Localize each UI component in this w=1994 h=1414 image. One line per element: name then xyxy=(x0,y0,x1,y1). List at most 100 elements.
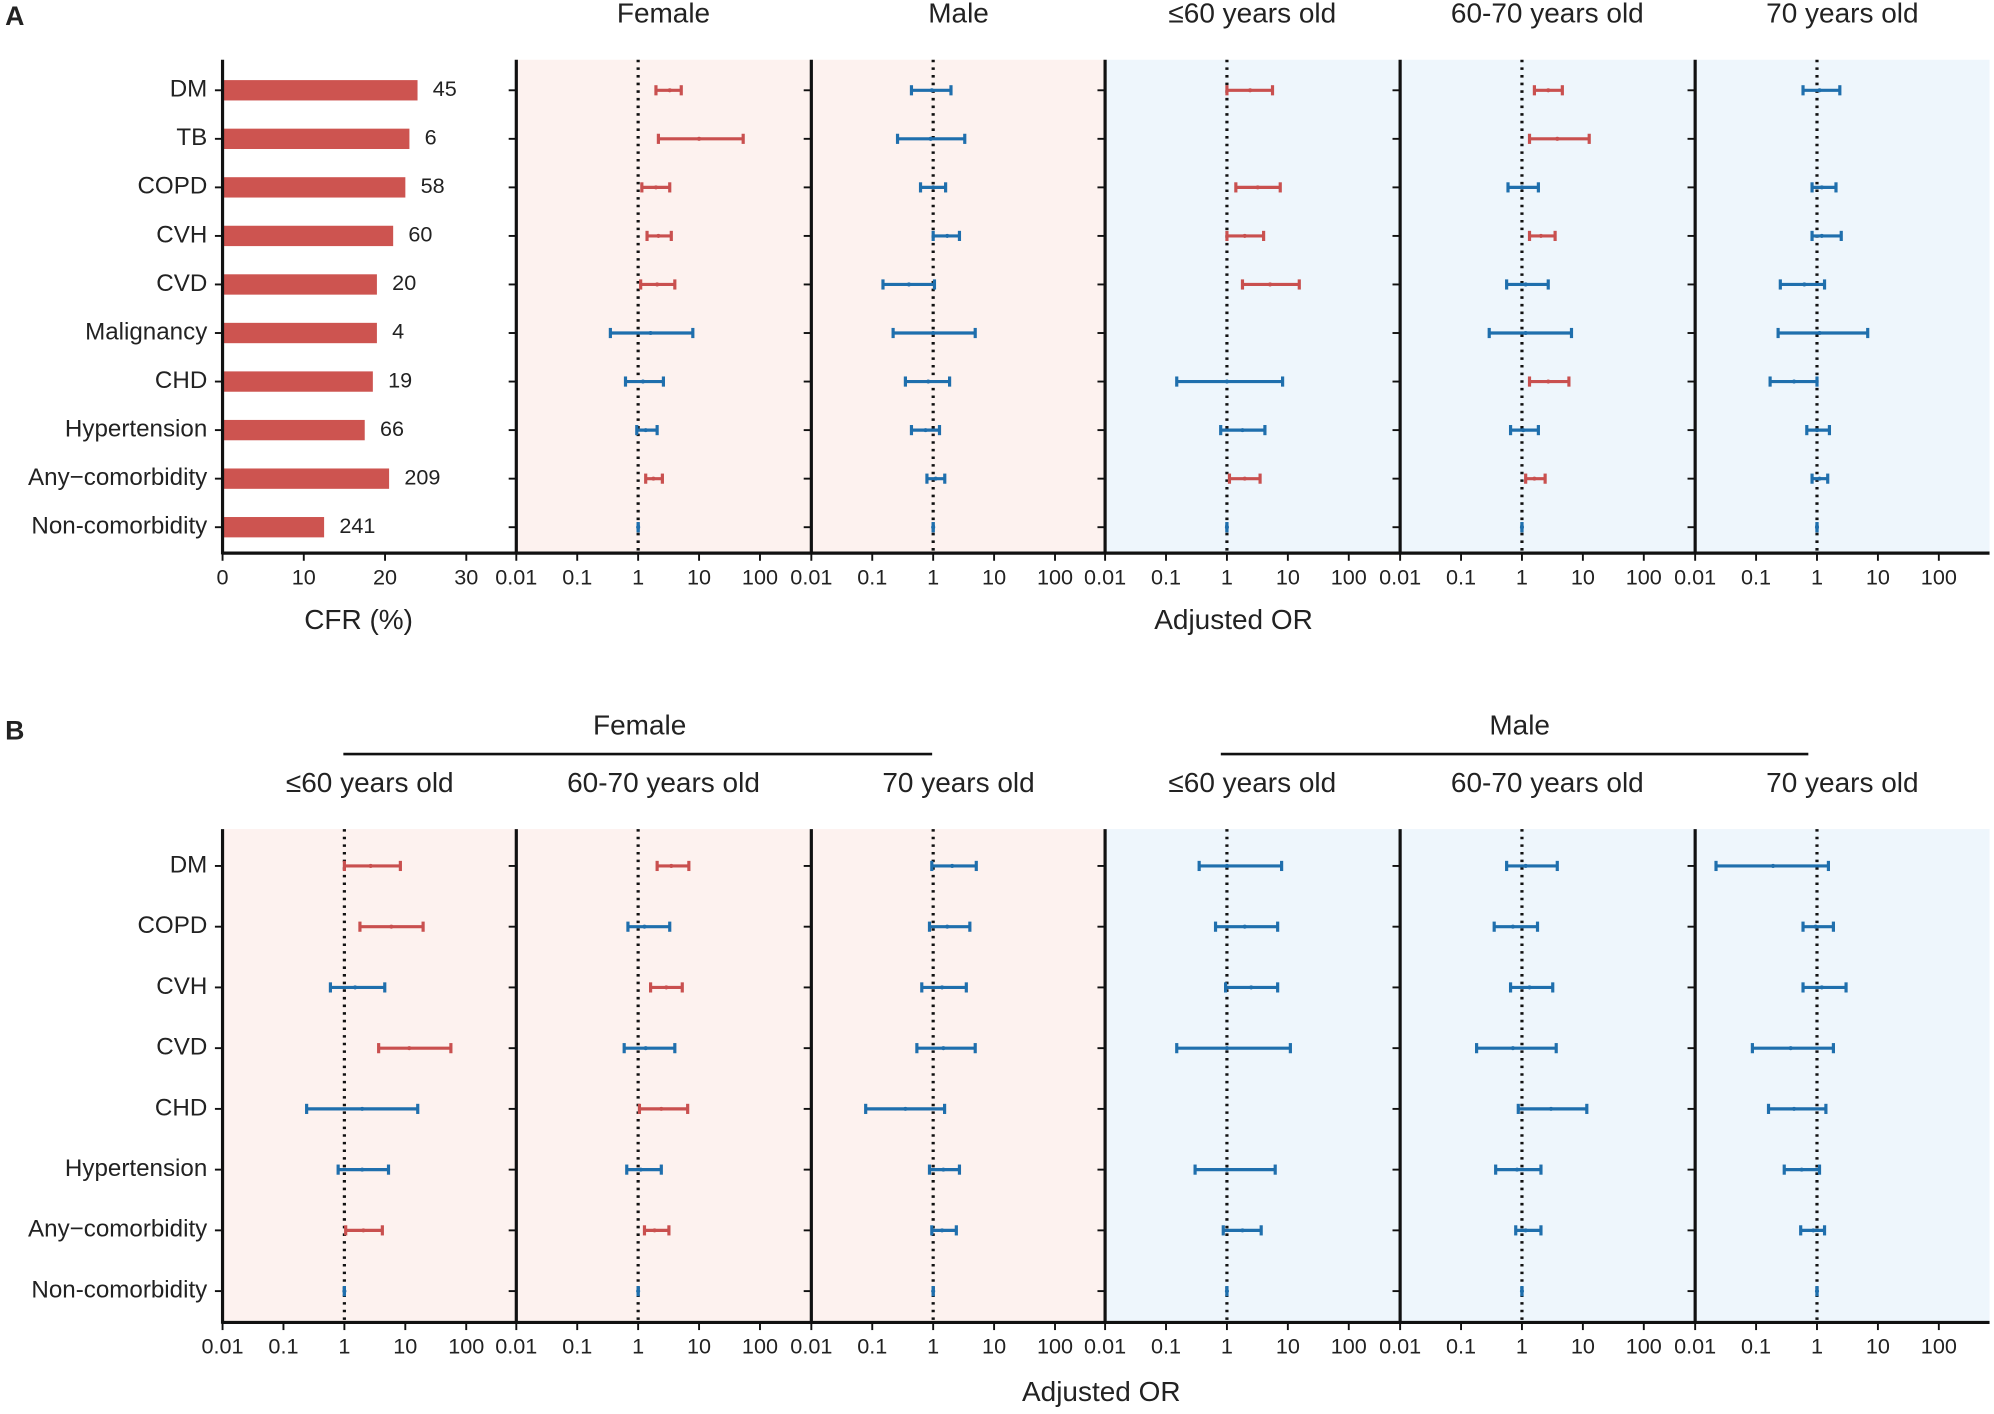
x-tick-label: 0.01 xyxy=(1379,564,1421,589)
or-point xyxy=(1240,428,1245,433)
panel-background xyxy=(1695,59,1990,554)
or-point xyxy=(407,1046,412,1051)
category-label: Hypertension xyxy=(65,415,207,442)
x-tick-label: 1 xyxy=(1221,1334,1233,1359)
category-label: COPD xyxy=(137,173,207,200)
x-tick-label: 0.1 xyxy=(857,1334,887,1359)
x-tick-label: 0.1 xyxy=(1741,564,1771,589)
or-point xyxy=(659,1106,664,1111)
x-tick-label: 0.1 xyxy=(1446,1334,1476,1359)
x-tick-label: 10 xyxy=(1866,1334,1890,1359)
panel-title: ≤60 years old xyxy=(286,767,454,798)
panel-title: 60-70 years old xyxy=(567,767,760,798)
panel-title: ≤60 years old xyxy=(1168,0,1336,29)
or-point xyxy=(648,330,653,336)
x-tick-label: 10 xyxy=(1276,564,1300,589)
category-label: Non-comorbidity xyxy=(31,513,208,540)
or-point xyxy=(1224,1289,1229,1294)
or-point xyxy=(1538,233,1543,238)
or-point xyxy=(903,1106,908,1111)
group-label: Female xyxy=(593,710,686,741)
category-label: Any−comorbidity xyxy=(28,1216,208,1243)
x-tick-label: 0.1 xyxy=(1151,564,1181,589)
or-point xyxy=(1523,282,1528,287)
x-tick-label: 10 xyxy=(1571,564,1595,589)
x-tick-label: 100 xyxy=(742,1334,778,1359)
x-tick-label: 10 xyxy=(393,1334,417,1359)
or-point xyxy=(664,985,669,990)
category-label: CHD xyxy=(155,1094,207,1121)
or-point xyxy=(656,233,661,238)
x-tick-label: 10 xyxy=(687,1334,711,1359)
bar xyxy=(222,80,418,101)
or-point xyxy=(1819,985,1824,990)
or-point xyxy=(1514,1167,1520,1172)
or-point xyxy=(1811,1228,1816,1233)
or-point xyxy=(931,1289,936,1294)
x-tick-label: 0.01 xyxy=(1379,1334,1421,1359)
or-point xyxy=(636,1289,641,1294)
bar-count-label: 209 xyxy=(404,464,440,489)
panel-background xyxy=(811,59,1106,554)
or-point xyxy=(1523,863,1528,868)
x-tick-label: 0.01 xyxy=(1674,564,1716,589)
x-axis-label: Adjusted OR xyxy=(1154,604,1313,635)
or-point xyxy=(342,1289,347,1294)
panel-background xyxy=(222,829,517,1323)
or-point xyxy=(1242,233,1247,238)
or-point xyxy=(389,924,394,929)
category-label: CVH xyxy=(156,221,207,248)
or-point xyxy=(1224,525,1229,530)
x-tick-label: 10 xyxy=(1571,1334,1595,1359)
x-tick-label: 1 xyxy=(632,564,644,589)
or-point xyxy=(353,985,358,990)
x-tick-label: 0.1 xyxy=(1741,1334,1771,1359)
x-tick-label: 0.1 xyxy=(1446,564,1476,589)
or-point xyxy=(643,1046,648,1051)
bar xyxy=(222,371,373,392)
x-tick-label: 100 xyxy=(1921,564,1957,589)
or-point xyxy=(945,233,950,238)
or-point xyxy=(1819,185,1824,190)
panel-background xyxy=(1400,59,1695,554)
x-tick-label: 10 xyxy=(687,564,711,589)
or-point xyxy=(1814,428,1820,433)
x-tick-label: 1 xyxy=(927,1334,939,1359)
panel-background xyxy=(516,829,811,1323)
panel-background xyxy=(1105,59,1400,554)
x-tick-label: 1 xyxy=(927,564,939,589)
or-point xyxy=(1555,136,1560,141)
bar-count-label: 4 xyxy=(392,319,404,344)
or-point xyxy=(1519,1289,1524,1294)
or-point xyxy=(1519,525,1524,530)
or-point xyxy=(368,863,373,868)
or-point xyxy=(669,863,674,868)
or-point xyxy=(1788,1046,1793,1051)
bar xyxy=(222,419,365,441)
or-point xyxy=(655,282,660,287)
x-tick-label: 0.01 xyxy=(202,1334,244,1359)
or-point xyxy=(1519,185,1524,190)
x-tick-label: 0.01 xyxy=(1674,1334,1716,1359)
x-tick-label: 0.01 xyxy=(790,564,832,589)
x-tick-label: 0.1 xyxy=(1151,1334,1181,1359)
x-tick-label: 1 xyxy=(1811,564,1823,589)
x-tick-label: 0.01 xyxy=(790,1334,832,1359)
panel-title: Female xyxy=(617,0,710,29)
panel-background xyxy=(1400,829,1695,1323)
x-tick-label: 30 xyxy=(454,564,478,589)
or-point xyxy=(1546,88,1551,93)
or-point xyxy=(928,136,933,141)
or-point xyxy=(1546,379,1551,384)
or-point xyxy=(1242,476,1247,481)
x-tick-label: 0.1 xyxy=(857,564,887,589)
x-tick-label: 100 xyxy=(1037,564,1073,589)
x-tick-label: 0 xyxy=(217,564,229,589)
or-point xyxy=(1224,379,1229,384)
or-point xyxy=(1548,1106,1554,1111)
x-tick-label: 10 xyxy=(982,564,1006,589)
x-tick-label: 1 xyxy=(338,1334,350,1359)
or-point xyxy=(640,379,646,384)
category-label: Hypertension xyxy=(65,1155,207,1182)
x-tick-label: 0.1 xyxy=(268,1334,298,1359)
